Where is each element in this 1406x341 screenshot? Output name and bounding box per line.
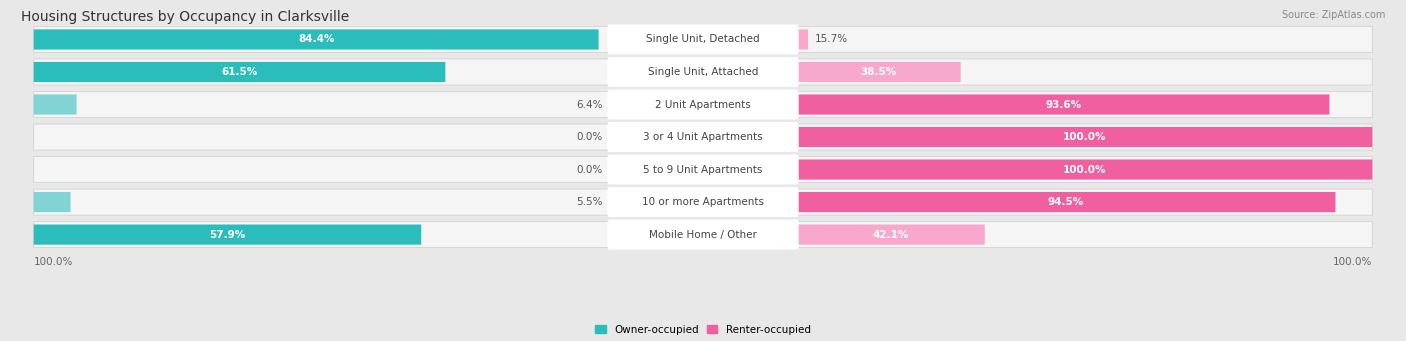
FancyBboxPatch shape (34, 94, 76, 115)
Legend: Owner-occupied, Renter-occupied: Owner-occupied, Renter-occupied (595, 325, 811, 335)
FancyBboxPatch shape (607, 90, 799, 119)
FancyBboxPatch shape (34, 189, 1372, 215)
Text: Housing Structures by Occupancy in Clarksville: Housing Structures by Occupancy in Clark… (21, 10, 349, 24)
Text: Single Unit, Attached: Single Unit, Attached (648, 67, 758, 77)
FancyBboxPatch shape (797, 29, 808, 49)
FancyBboxPatch shape (607, 187, 799, 217)
Text: 2 Unit Apartments: 2 Unit Apartments (655, 100, 751, 109)
Text: Mobile Home / Other: Mobile Home / Other (650, 229, 756, 240)
FancyBboxPatch shape (34, 59, 1372, 85)
Text: 100.0%: 100.0% (1063, 165, 1107, 175)
FancyBboxPatch shape (797, 94, 1330, 115)
Text: 100.0%: 100.0% (1333, 257, 1372, 267)
Text: Source: ZipAtlas.com: Source: ZipAtlas.com (1281, 10, 1385, 20)
FancyBboxPatch shape (34, 192, 70, 212)
FancyBboxPatch shape (34, 91, 1372, 118)
Text: 57.9%: 57.9% (209, 229, 246, 240)
Text: 15.7%: 15.7% (814, 34, 848, 44)
Text: 42.1%: 42.1% (873, 229, 908, 240)
FancyBboxPatch shape (34, 62, 446, 82)
Text: 100.0%: 100.0% (34, 257, 73, 267)
FancyBboxPatch shape (607, 220, 799, 250)
FancyBboxPatch shape (797, 224, 984, 245)
Text: 5.5%: 5.5% (576, 197, 603, 207)
Text: 3 or 4 Unit Apartments: 3 or 4 Unit Apartments (643, 132, 763, 142)
Text: 0.0%: 0.0% (576, 132, 603, 142)
Text: 93.6%: 93.6% (1045, 100, 1081, 109)
FancyBboxPatch shape (34, 27, 1372, 53)
FancyBboxPatch shape (797, 62, 960, 82)
FancyBboxPatch shape (34, 222, 1372, 248)
FancyBboxPatch shape (607, 57, 799, 87)
FancyBboxPatch shape (34, 224, 422, 245)
FancyBboxPatch shape (797, 127, 1372, 147)
Text: 0.0%: 0.0% (576, 165, 603, 175)
FancyBboxPatch shape (34, 157, 1372, 182)
Text: 100.0%: 100.0% (1063, 132, 1107, 142)
FancyBboxPatch shape (797, 160, 1372, 180)
Text: 38.5%: 38.5% (860, 67, 897, 77)
FancyBboxPatch shape (607, 154, 799, 184)
Text: 5 to 9 Unit Apartments: 5 to 9 Unit Apartments (644, 165, 762, 175)
Text: 10 or more Apartments: 10 or more Apartments (643, 197, 763, 207)
FancyBboxPatch shape (34, 29, 599, 49)
FancyBboxPatch shape (607, 122, 799, 152)
Text: Single Unit, Detached: Single Unit, Detached (647, 34, 759, 44)
FancyBboxPatch shape (34, 124, 1372, 150)
FancyBboxPatch shape (607, 25, 799, 55)
FancyBboxPatch shape (797, 192, 1336, 212)
Text: 61.5%: 61.5% (221, 67, 257, 77)
Text: 84.4%: 84.4% (298, 34, 335, 44)
Text: 6.4%: 6.4% (576, 100, 603, 109)
Text: 94.5%: 94.5% (1047, 197, 1084, 207)
